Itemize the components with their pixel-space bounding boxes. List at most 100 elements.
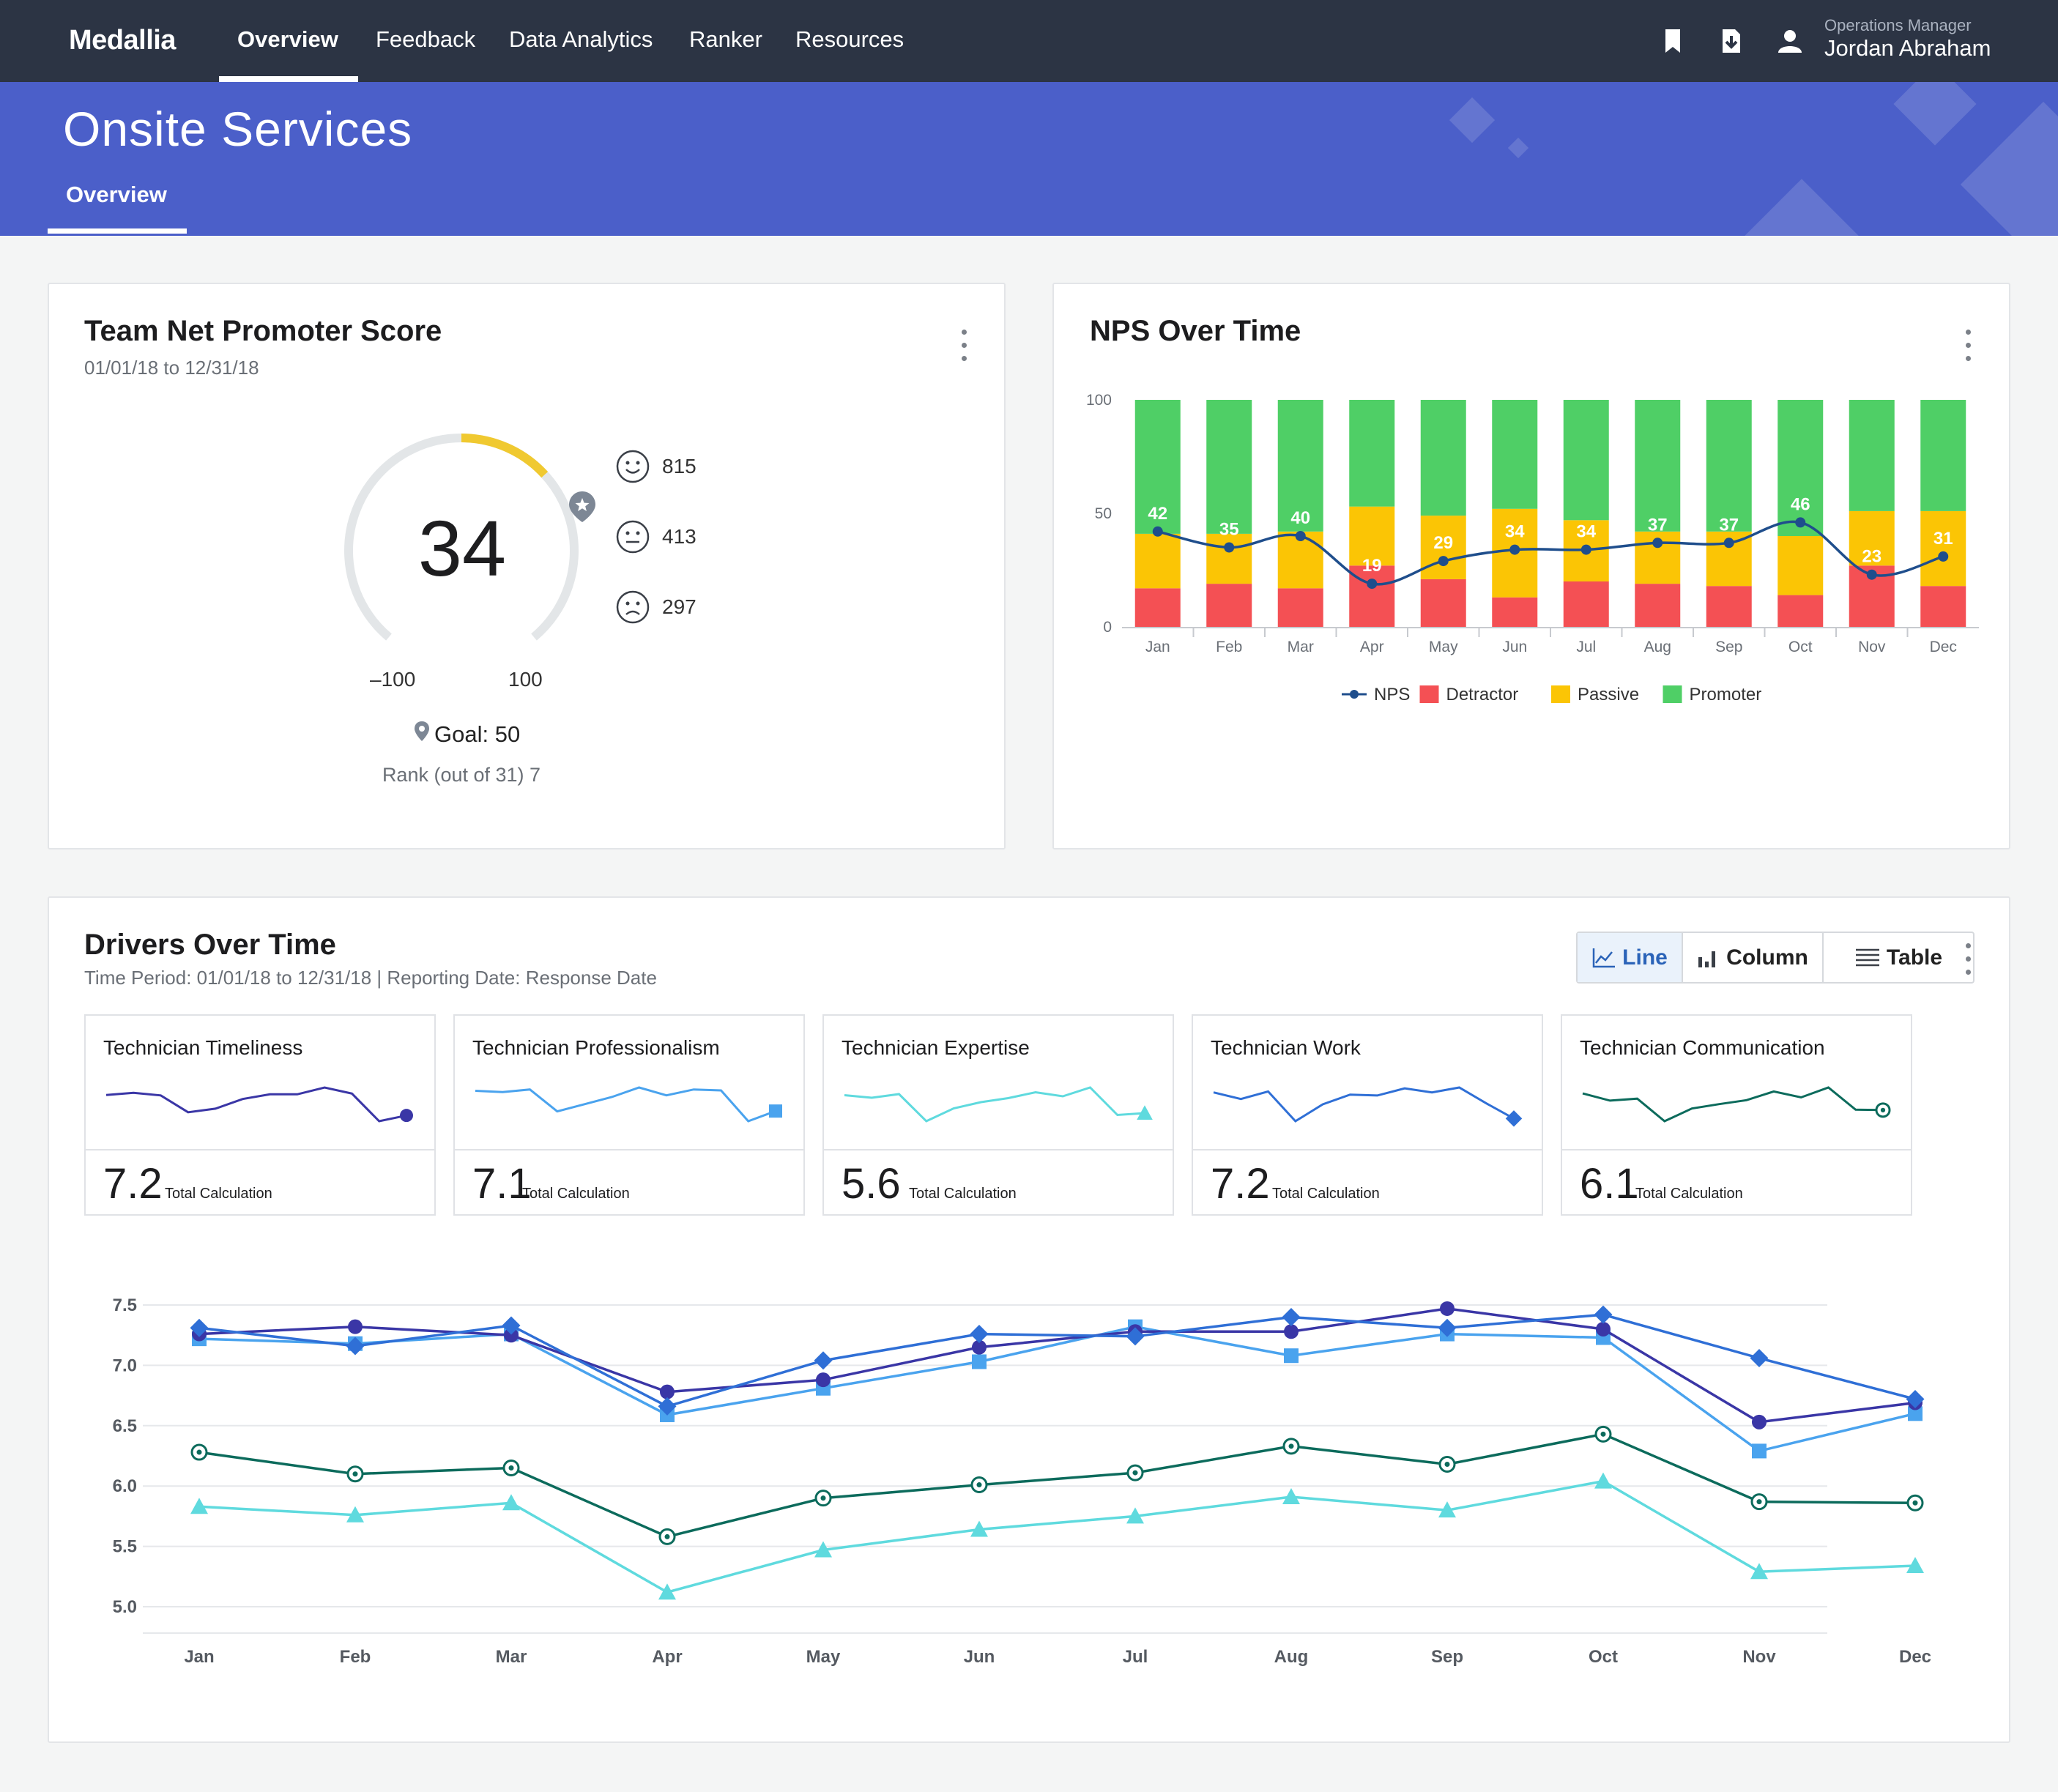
series-point [190, 1318, 209, 1337]
series-point [502, 1316, 521, 1335]
x-tick-label: Sep [1715, 639, 1742, 655]
driver-tile-professionalism[interactable]: Technician Professionalism 7.1 Total Cal… [453, 1014, 805, 1216]
legend-swatch [1419, 685, 1439, 703]
nps-data-label: 31 [1933, 529, 1953, 549]
legend-swatch [1551, 685, 1570, 703]
tile-divider [824, 1149, 1173, 1150]
sparkline-end-marker-inner [1880, 1107, 1886, 1112]
nps-gauge [344, 434, 579, 641]
legend-label: Passive [1578, 685, 1639, 704]
user-icon[interactable] [1775, 26, 1805, 56]
series-line [198, 1313, 1916, 1408]
series-point [1126, 1507, 1144, 1524]
series-point [502, 1494, 520, 1511]
nps-data-label: 40 [1290, 508, 1310, 528]
nps-over-time-menu-button[interactable] [1961, 327, 1975, 364]
sparkline-end-marker [1137, 1105, 1153, 1120]
driver-tile-work[interactable]: Technician Work 7.2 Total Calculation [1192, 1014, 1543, 1216]
series-point-inner [1600, 1431, 1606, 1437]
driver-tile-label: Total Calculation [165, 1186, 272, 1202]
banner-decoration [1449, 97, 1496, 144]
nav-item-data-analytics[interactable]: Data Analytics [509, 26, 653, 52]
sparkline [475, 1086, 782, 1123]
driver-tile-name: Technician Work [1211, 1036, 1361, 1059]
sparkline-end-marker [400, 1109, 413, 1123]
legend-label: NPS [1374, 685, 1410, 704]
driver-tile-expertise[interactable]: Technician Expertise 5.6 Total Calculati… [822, 1014, 1174, 1216]
series-point-inner [196, 1449, 202, 1455]
series-point [1282, 1307, 1301, 1326]
x-tick-label: Dec [1899, 1647, 1931, 1667]
x-tick-label: Jan [184, 1647, 214, 1667]
x-tick-label: Oct [1589, 1647, 1618, 1667]
sparkline [1582, 1086, 1891, 1123]
driver-tile-timeliness[interactable]: Technician Timeliness 7.2 Total Calculat… [84, 1014, 436, 1216]
y-tick-label: 6.5 [113, 1416, 137, 1436]
series-point [502, 1459, 520, 1476]
line-view-button[interactable]: Line [1578, 933, 1683, 982]
series-line [198, 1307, 1916, 1424]
series-point-inner [508, 1465, 514, 1471]
column-view-button[interactable]: Column [1683, 933, 1824, 982]
x-tick-label: Mar [1288, 639, 1314, 655]
download-icon[interactable] [1717, 26, 1746, 56]
bar-promoter [1420, 400, 1466, 516]
y-tick-label: 0 [1103, 619, 1112, 636]
tab-overview[interactable]: Overview [66, 182, 167, 207]
nav-item-resources[interactable]: Resources [795, 26, 904, 52]
bar-detractor [1134, 588, 1181, 627]
x-tick-label: Nov [1742, 1647, 1776, 1667]
nps-point [1723, 538, 1734, 549]
tile-divider [1193, 1149, 1542, 1150]
bar-promoter [1134, 400, 1181, 534]
gauge-min-label: –100 [370, 668, 416, 691]
nps-data-label: 34 [1505, 522, 1525, 542]
bar-promoter [1277, 400, 1323, 532]
driver-tile-value: 7.1 [472, 1160, 532, 1208]
series-line [198, 1432, 1916, 1539]
team-nps-title: Team Net Promoter Score [84, 315, 442, 347]
user-role: Operations Manager [1824, 16, 1972, 34]
active-tab-indicator [48, 228, 187, 234]
bar-promoter [1777, 400, 1824, 536]
sparkline-end-marker [1875, 1102, 1891, 1118]
x-tick-label: Dec [1930, 639, 1957, 655]
driver-tile-communication[interactable]: Technician Communication 6.1 Total Calcu… [1561, 1014, 1912, 1216]
bookmark-icon[interactable] [1658, 26, 1687, 56]
y-tick-label: 5.0 [113, 1597, 137, 1617]
series-point [1906, 1390, 1925, 1409]
series-point [972, 1354, 987, 1369]
chart-view-toggle: Line Column Table [1576, 932, 1975, 984]
user-name[interactable]: Jordan Abraham [1824, 35, 1991, 61]
team-nps-card [48, 283, 1006, 849]
series-point [658, 1583, 676, 1600]
series-point [1594, 1305, 1613, 1324]
series-point-inner [820, 1495, 826, 1501]
brand-logo[interactable]: Medallia [69, 25, 176, 56]
series-point [1750, 1563, 1768, 1580]
nav-item-ranker[interactable]: Ranker [689, 26, 762, 52]
bar-passive [1849, 510, 1895, 566]
series-point [1750, 1493, 1768, 1511]
table-list-icon [1855, 948, 1879, 966]
sparkline-end-marker [769, 1104, 782, 1118]
bar-promoter [1563, 400, 1609, 521]
nps-line [1157, 520, 1944, 586]
sparkline-path [105, 1086, 407, 1123]
bar-detractor [1635, 584, 1681, 627]
driver-tile-label: Total Calculation [909, 1186, 1017, 1202]
x-tick-label: Mar [496, 1647, 527, 1667]
team-nps-menu-button[interactable] [956, 327, 971, 364]
y-tick-label: 7.5 [113, 1295, 137, 1315]
drivers-menu-button[interactable] [1961, 941, 1975, 978]
series-point [814, 1490, 832, 1507]
nav-item-overview[interactable]: Overview [237, 26, 338, 52]
y-tick-label: 6.0 [113, 1476, 137, 1496]
series-point [346, 1465, 364, 1483]
bar-promoter [1349, 400, 1395, 507]
nps-data-label: 37 [1719, 515, 1739, 535]
page-banner: Onsite Services Overview [0, 82, 2058, 236]
table-view-button[interactable]: Table [1824, 933, 1973, 982]
nav-item-feedback[interactable]: Feedback [376, 26, 476, 52]
bar-passive [1206, 533, 1252, 584]
